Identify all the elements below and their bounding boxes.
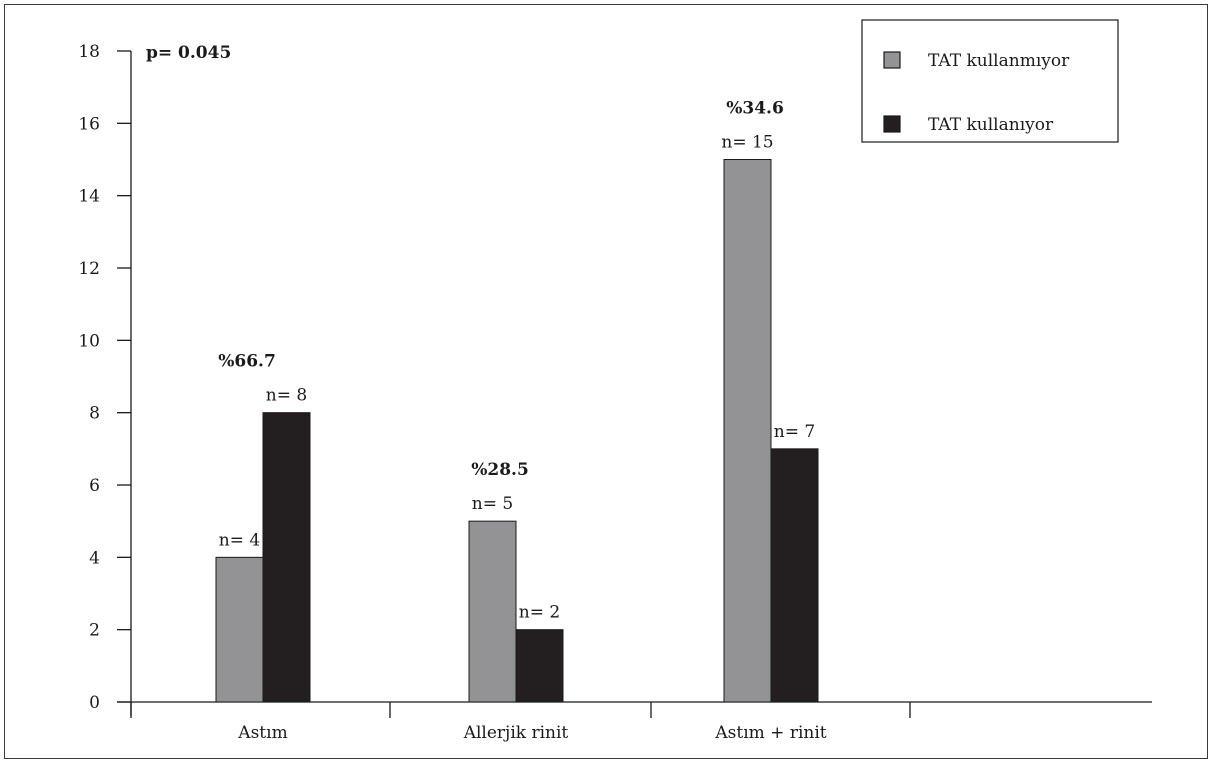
y-tick-label: 18 — [78, 42, 100, 62]
percent-label: %28.5 — [471, 460, 529, 480]
y-tick-label: 8 — [89, 404, 100, 424]
y-tick-label: 10 — [78, 331, 100, 351]
p-value-annotation: p= 0.045 — [146, 43, 231, 63]
y-tick-label: 0 — [89, 693, 100, 713]
legend-label: TAT kullanmıyor — [928, 51, 1070, 71]
y-tick-label: 2 — [89, 621, 100, 641]
bar-data-label: n= 5 — [472, 494, 513, 514]
y-tick-label: 14 — [78, 187, 100, 207]
bar — [515, 629, 564, 703]
bars — [215, 159, 819, 703]
y-tick-label: 6 — [89, 476, 100, 496]
bar — [262, 412, 311, 703]
bar — [770, 448, 819, 703]
y-tick-label: 4 — [89, 548, 100, 568]
bar-data-label: n= 4 — [219, 530, 260, 550]
x-axis: Astım Allerjik rinit Astım + rinit — [117, 701, 1152, 743]
bar-data-label: n= 8 — [266, 386, 307, 406]
annotations: n= 4 n= 8 %66.7 n= 5 n= 2 %28.5 n= 15 n= 7 %34.6… — [146, 43, 815, 623]
y-tick-label: 16 — [78, 114, 100, 134]
bar-data-label: n= 2 — [519, 603, 560, 623]
legend-label: TAT kullanıyor — [928, 115, 1054, 135]
bar — [215, 556, 264, 703]
bar-data-label: n= 7 — [774, 422, 815, 442]
percent-label: %34.6 — [726, 99, 784, 119]
bar — [468, 520, 517, 703]
legend: TAT kullanmıyor TAT kullanıyor — [861, 19, 1119, 143]
category-label: Astım — [237, 723, 287, 743]
category-label: Astım + rinit — [714, 723, 826, 743]
bar — [723, 159, 772, 703]
bar-data-label: n= 15 — [721, 133, 773, 153]
y-tick-label: 12 — [78, 259, 100, 279]
legend-box — [861, 19, 1119, 143]
y-axis: 0 2 4 6 8 10 12 14 16 18 — [78, 42, 132, 716]
percent-label: %66.7 — [218, 352, 276, 372]
category-label: Allerjik rinit — [463, 723, 569, 743]
legend-swatch — [883, 115, 901, 133]
legend-swatch — [883, 51, 901, 69]
